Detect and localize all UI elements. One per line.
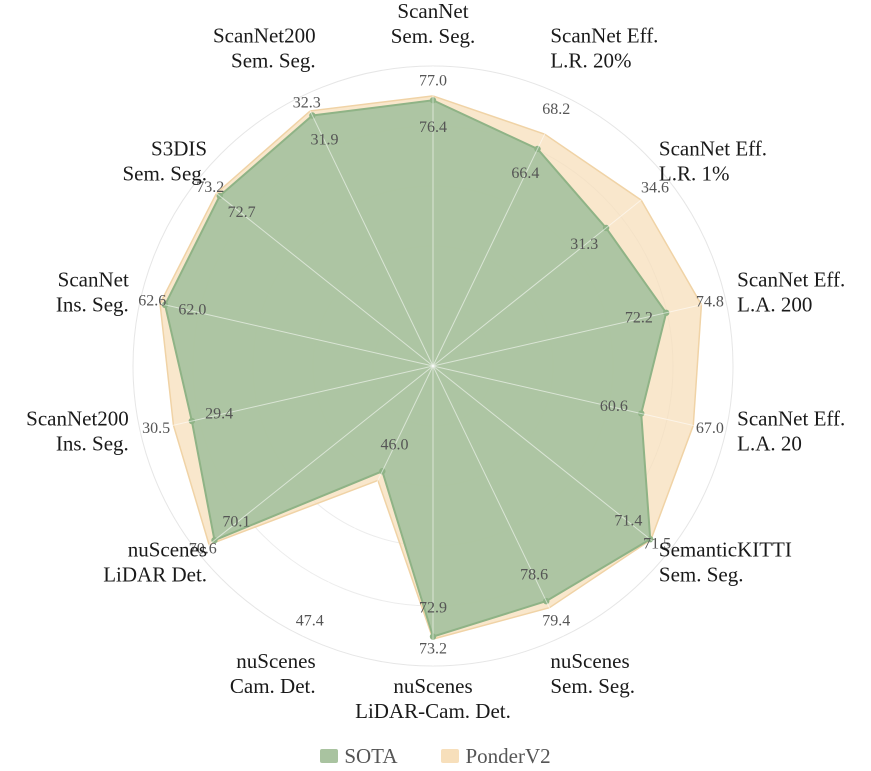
axis-line-9	[198, 365, 434, 554]
sota-value-label-2: 31.3	[570, 236, 598, 253]
axis-line-12	[198, 178, 434, 367]
axis-label-line: ScanNet	[397, 0, 468, 23]
sota-value-label-12: 72.7	[228, 204, 256, 221]
axis-label-8: nuScenes Cam. Det.	[230, 649, 316, 698]
axis-label-3: ScanNet Eff. L.A. 200	[737, 268, 845, 317]
axis-label-line: nuScenes	[236, 649, 315, 673]
axis-label-line: ScanNet Eff.	[659, 136, 767, 160]
ponder-value-label-3: 74.8	[696, 293, 724, 310]
axis-label-line: ScanNet	[58, 268, 129, 292]
axis-label-line: ScanNet200	[213, 24, 316, 48]
axis-label-9: nuScenes LiDAR Det.	[103, 538, 207, 587]
sota-value-label-5: 71.4	[614, 512, 642, 529]
axis-label-2: ScanNet Eff. L.R. 1%	[659, 136, 767, 185]
axis-line-1	[432, 95, 564, 367]
axis-label-5: SemanticKITTI Sem. Seg.	[659, 538, 792, 587]
axis-label-line: Sem. Seg.	[659, 563, 744, 587]
axis-label-0: ScanNet Sem. Seg.	[391, 0, 476, 48]
sota-value-label-9: 70.1	[222, 513, 250, 530]
sota-value-label-6: 78.6	[520, 567, 548, 584]
axis-label-7: nuScenes LiDAR-Cam. Det.	[355, 674, 511, 723]
ponder-value-label-13: 32.3	[293, 94, 321, 111]
axis-line-10	[140, 365, 434, 434]
axis-label-line: L.A. 20	[737, 431, 802, 455]
axis-line-6	[432, 365, 564, 637]
axis-label-line: ScanNet200	[26, 406, 129, 430]
axis-label-4: ScanNet Eff. L.A. 20	[737, 406, 845, 455]
axis-label-line: Cam. Det.	[230, 674, 316, 698]
sota-value-label-8: 46.0	[380, 437, 408, 454]
ponder-value-label-2: 34.6	[641, 180, 669, 197]
axis-label-line: LiDAR Det.	[103, 563, 207, 587]
axis-label-line: LiDAR-Cam. Det.	[355, 699, 511, 723]
sota-value-label-13: 31.9	[311, 131, 339, 148]
ponder-value-label-11: 62.6	[138, 293, 166, 310]
axis-line-2	[432, 178, 668, 367]
chart-legend: SOTA PonderV2	[0, 741, 871, 771]
axis-line-3	[432, 298, 726, 367]
axis-label-1: ScanNet Eff. L.R. 20%	[550, 24, 658, 73]
axis-label-line: Sem. Seg.	[550, 674, 635, 698]
axis-label-line: SemanticKITTI	[659, 538, 792, 562]
ponder-value-label-12: 73.2	[196, 179, 224, 196]
axis-label-line: L.R. 20%	[550, 49, 631, 73]
ponder-value-label-5: 71.5	[643, 535, 671, 552]
legend-item-ponderv2: PonderV2	[441, 743, 551, 769]
ponder-value-label-6: 79.4	[542, 613, 570, 630]
axis-label-line: Sem. Seg.	[122, 161, 207, 185]
sota-value-label-3: 72.2	[625, 310, 653, 327]
axis-line-4	[432, 365, 726, 434]
legend-item-sota: SOTA	[320, 744, 397, 769]
axis-label-line: ScanNet Eff.	[737, 268, 845, 292]
axis-line-13	[302, 95, 434, 367]
ponder-value-label-9: 70.6	[189, 540, 217, 557]
axis-label-line: nuScenes	[393, 674, 472, 698]
axis-label-line: Ins. Seg.	[56, 293, 129, 317]
axis-label-11: ScanNet Ins. Seg.	[56, 268, 129, 317]
legend-label-ponderv2: PonderV2	[465, 743, 551, 768]
ponder-value-label-1: 68.2	[542, 101, 570, 118]
axis-label-line: S3DIS	[151, 136, 207, 160]
axis-label-line: nuScenes	[550, 649, 629, 673]
axis-label-13: ScanNet200 Sem. Seg.	[213, 24, 316, 73]
axis-label-line: Sem. Seg.	[391, 24, 476, 48]
axis-label-line: L.R. 1%	[659, 161, 730, 185]
axis-lines	[140, 66, 726, 666]
sota-value-label-11: 62.0	[178, 302, 206, 319]
sota-series	[161, 97, 670, 640]
axis-label-12: S3DIS Sem. Seg.	[122, 136, 207, 185]
axis-label-6: nuScenes Sem. Seg.	[550, 649, 635, 698]
sota-value-label-0: 76.4	[419, 119, 447, 136]
axis-label-line: L.A. 200	[737, 293, 812, 317]
sota-value-label-10: 29.4	[205, 405, 233, 422]
ponder-value-label-8: 47.4	[296, 613, 324, 630]
legend-swatch-ponderv2	[441, 749, 460, 763]
axis-label-line: Ins. Seg.	[56, 431, 129, 455]
ponder-value-label-0: 77.0	[419, 73, 447, 90]
value-labels: 76.4 77.0 66.4 68.2 31.3 34.6 72.2 74.8 60.6 67.0…	[138, 73, 724, 658]
axis-label-line: ScanNet Eff.	[737, 406, 845, 430]
axis-label-line: ScanNet Eff.	[550, 24, 658, 48]
axis-line-8	[302, 365, 434, 637]
axis-label-line: nuScenes	[128, 538, 207, 562]
sota-value-label-1: 66.4	[511, 165, 539, 182]
ponder-value-label-10: 30.5	[142, 420, 170, 437]
ponder-value-label-7: 73.2	[419, 641, 447, 658]
sota-value-label-4: 60.6	[600, 398, 628, 415]
axis-line-11	[140, 298, 434, 367]
axis-label-line: Sem. Seg.	[231, 49, 316, 73]
axis-line-5	[432, 365, 668, 554]
legend-swatch-sota	[320, 749, 339, 763]
axis-labels: ScanNet Sem. Seg. ScanNet Eff. L.R. 20%Scan…	[26, 0, 845, 723]
sota-value-label-7: 72.9	[419, 599, 447, 616]
ponder-value-label-4: 67.0	[696, 420, 724, 437]
legend-label-sota: SOTA	[344, 743, 398, 768]
axis-label-10: ScanNet200 Ins. Seg.	[26, 406, 129, 455]
